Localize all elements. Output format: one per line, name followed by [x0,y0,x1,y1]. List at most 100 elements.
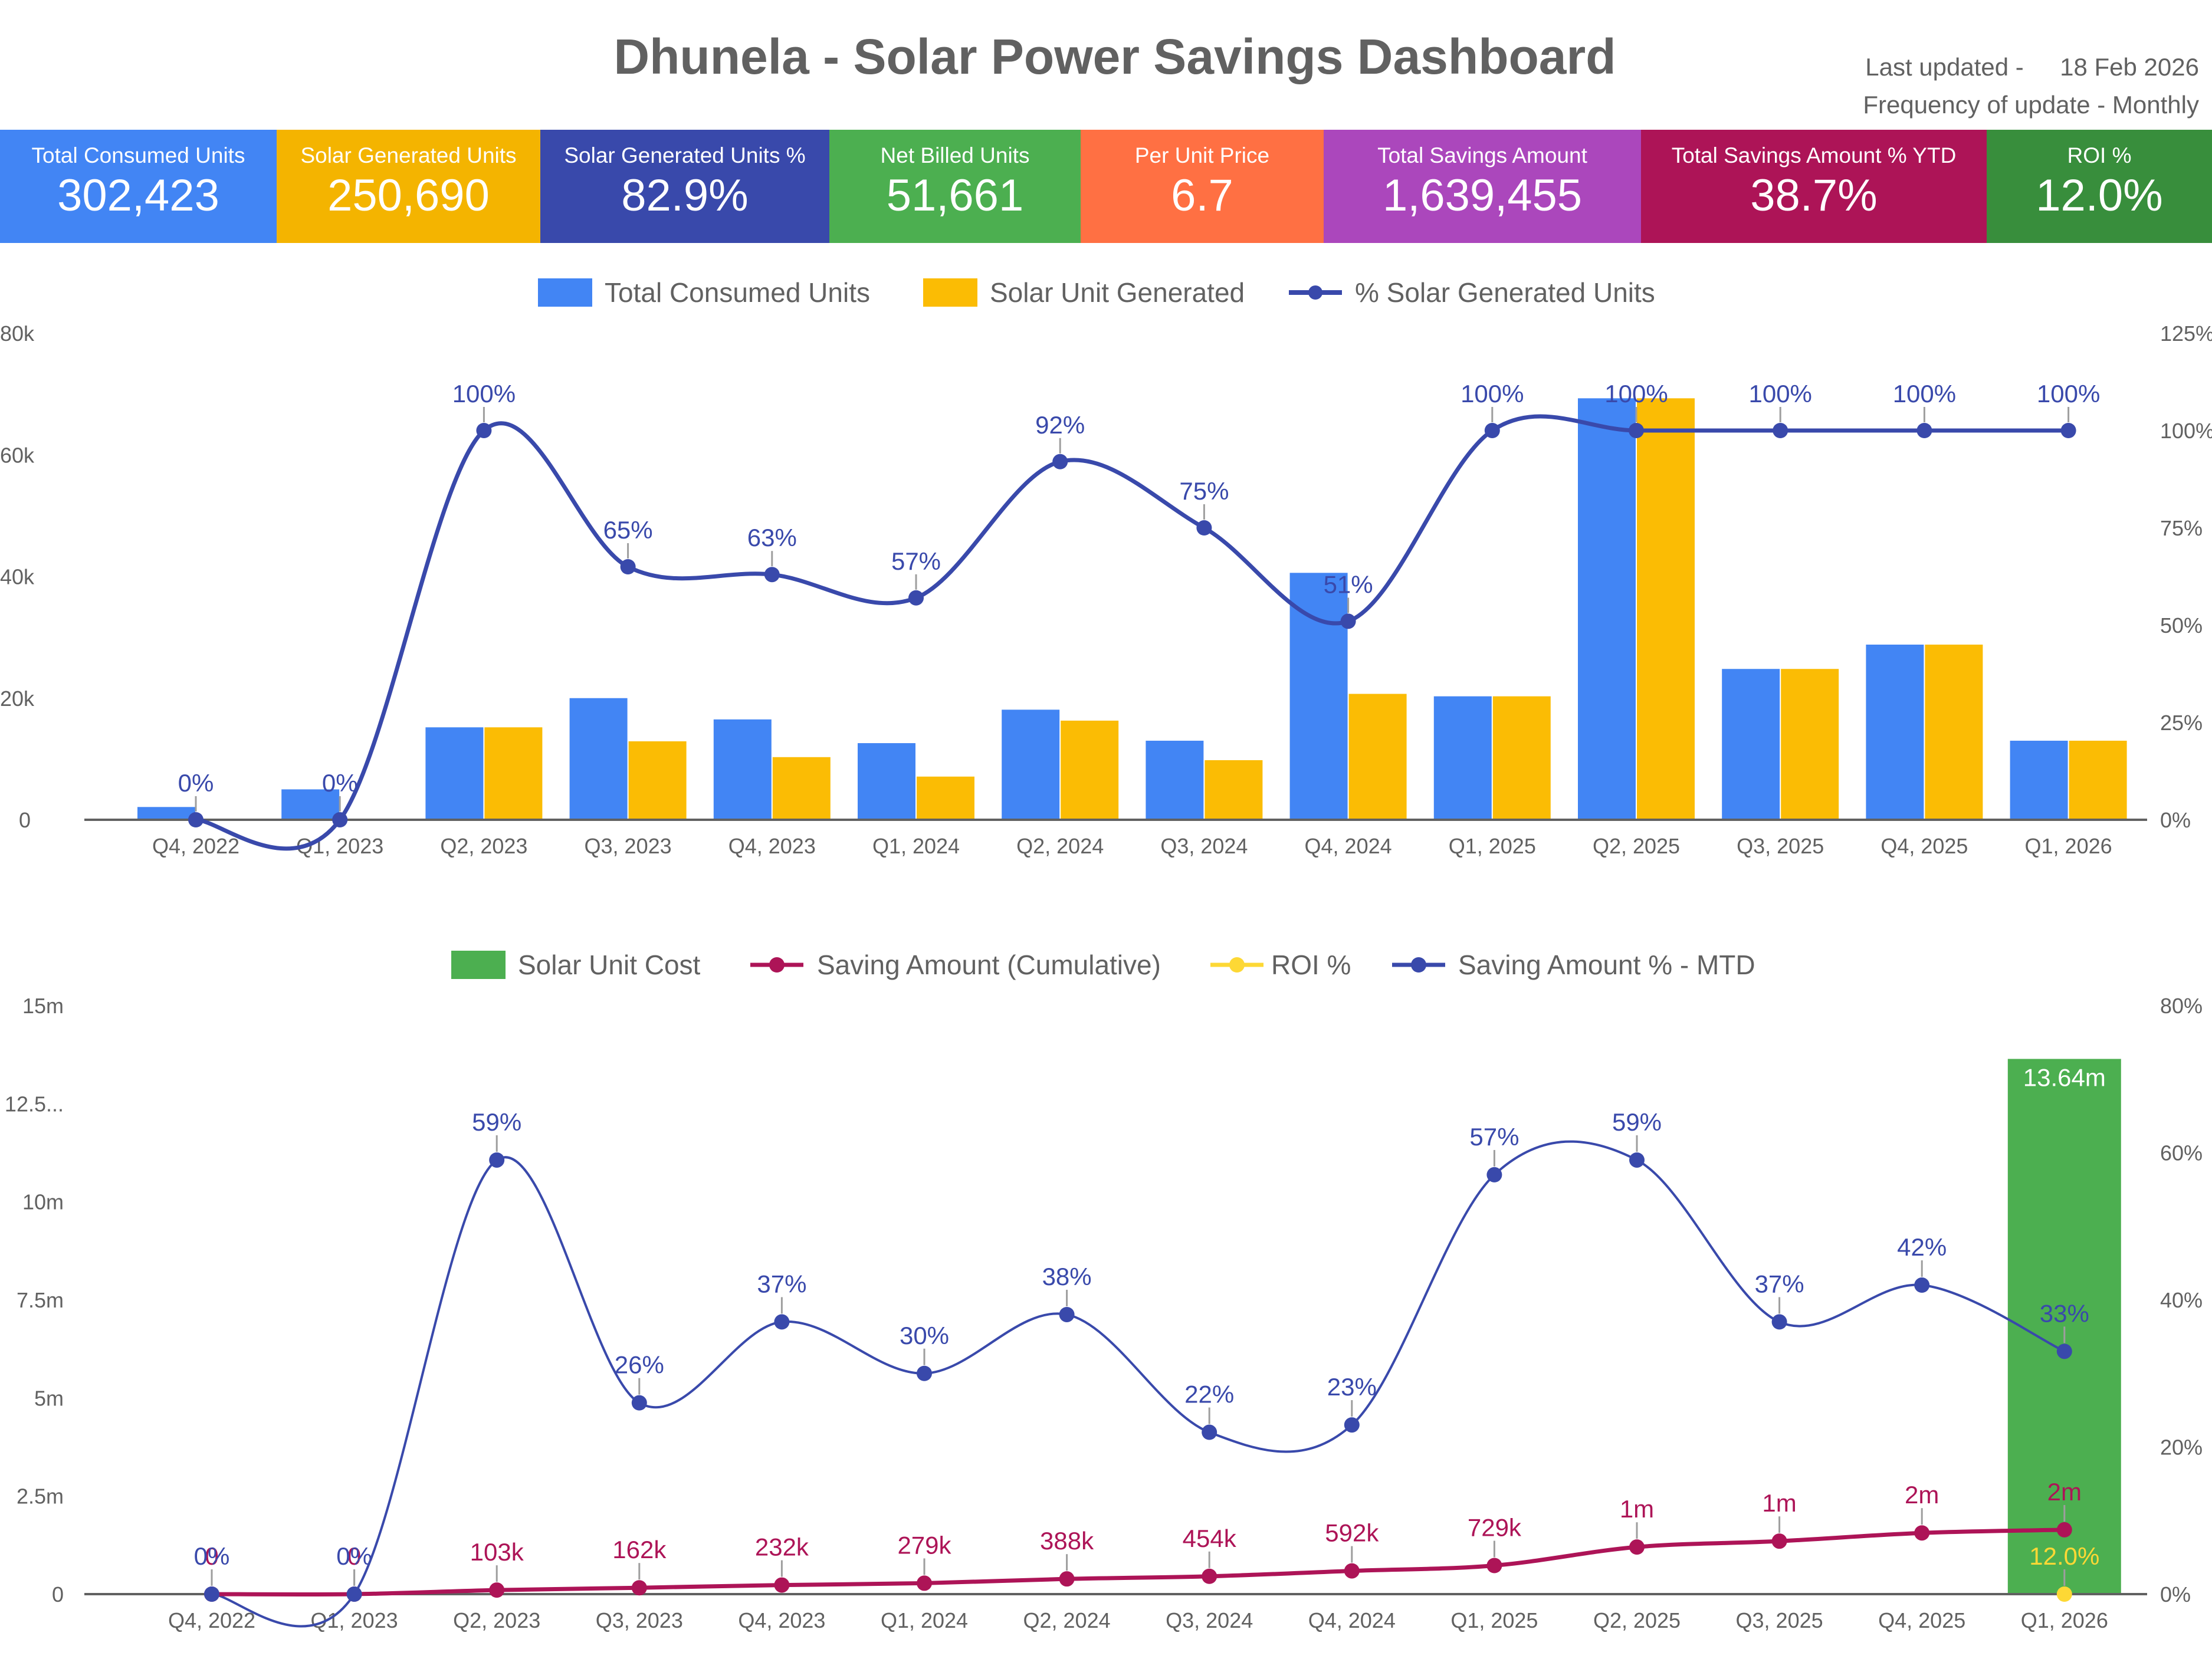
data-label-percent-solar: 100% [1461,380,1524,408]
right-axis-tick: 25% [2160,711,2203,735]
kpi-solar-generated-percent[interactable]: Solar Generated Units % 82.9% [540,130,829,243]
x-axis-tick: Q2, 2023 [440,834,527,858]
data-label-percent-solar: 0% [178,769,214,797]
right-axis-tick: 0% [2160,1582,2191,1607]
point-percent-solar [1196,520,1212,536]
kpi-label: ROI % [2067,143,2132,167]
point-saving-cumulative [346,1586,362,1602]
legend-label-total-consumed: Total Consumed Units [605,277,870,308]
last-updated-label: Last updated - [1865,53,2024,81]
right-axis-tick: 50% [2160,613,2203,638]
bar-solar-generated [484,727,543,820]
point-saving-mtd [489,1152,505,1168]
data-label-saving-mtd: 37% [1755,1270,1804,1297]
kpi-roi-percent[interactable]: ROI % 12.0% [1987,130,2212,243]
x-axis-tick: Q4, 2022 [152,834,239,858]
point-saving-cumulative [1914,1525,1930,1541]
kpi-label: Total Consumed Units [31,143,245,167]
data-label-percent-solar: 65% [603,516,653,544]
data-label-saving-cumulative: 592k [1325,1519,1379,1547]
right-axis-tick: 100% [2160,419,2212,443]
data-label-solar-unit-cost: 13.64m [2023,1063,2106,1091]
kpi-value: 1,639,455 [1382,170,1583,221]
data-label-percent-solar: 63% [747,524,797,551]
point-saving-mtd [1914,1277,1930,1293]
x-axis-tick: Q4, 2023 [728,834,816,858]
x-axis-tick: Q4, 2025 [1878,1608,1965,1632]
point-percent-solar [332,812,348,827]
legend-label-roi: ROI % [1271,950,1351,980]
data-label-saving-mtd: 38% [1042,1263,1092,1290]
left-axis-tick: 2.5m [17,1484,64,1509]
x-axis-tick: Q4, 2024 [1308,1608,1396,1632]
point-saving-cumulative [2056,1522,2072,1538]
x-axis-tick: Q2, 2025 [1593,1608,1681,1632]
point-saving-mtd [1771,1314,1787,1330]
data-label-saving-mtd: 23% [1327,1373,1377,1401]
point-saving-mtd [1486,1167,1502,1182]
x-axis-tick: Q2, 2023 [453,1608,540,1632]
bar-solar-generated [1061,720,1119,820]
data-label-saving-mtd: 59% [1612,1108,1662,1136]
x-axis-tick: Q2, 2024 [1016,834,1104,858]
data-label-saving-mtd: 26% [615,1351,664,1379]
x-axis-tick: Q1, 2026 [2021,1608,2108,1632]
bar-total-consumed [281,789,340,820]
kpi-solar-generated-units[interactable]: Solar Generated Units 250,690 [277,130,540,243]
right-axis-tick: 75% [2160,516,2203,540]
x-axis-tick: Q1, 2024 [881,1608,968,1632]
kpi-total-savings-percent-ytd[interactable]: Total Savings Amount % YTD 38.7% [1641,130,1987,243]
left-axis-tick: 40k [0,565,35,589]
right-axis-tick: 60% [2160,1141,2203,1165]
data-label-saving-cumulative: 279k [897,1531,951,1559]
x-axis-tick: Q1, 2025 [1449,834,1536,858]
frequency-row: Frequency of update - Monthly [1863,91,2199,119]
data-label-percent-solar: 100% [452,380,516,408]
data-label-saving-cumulative: 2m [1905,1481,1939,1509]
data-label-saving-cumulative: 162k [612,1536,667,1563]
legend-marker-saving-mtd [1411,957,1426,973]
line-saving-cumulative [211,1527,2065,1597]
bar-solar-generated [1781,669,1839,820]
point-saving-cumulative [1486,1558,1502,1573]
data-label-saving-mtd: 0% [194,1542,230,1570]
x-axis-tick: Q4, 2024 [1305,834,1392,858]
bar-solar-generated [628,741,687,820]
kpi-value: 302,423 [57,170,219,221]
point-percent-solar [620,559,636,574]
kpi-per-unit-price[interactable]: Per Unit Price 6.7 [1081,130,1324,243]
legend-swatch-solar-generated [923,278,977,307]
point-saving-mtd [1629,1152,1645,1168]
bar-solar-generated [1492,696,1551,820]
bar-total-consumed [1146,740,1204,820]
x-axis-tick: Q4, 2023 [738,1608,825,1632]
left-axis-tick: 60k [0,443,35,467]
point-saving-cumulative [774,1577,790,1593]
data-label-saving-mtd: 0% [336,1542,372,1570]
x-axis-tick: Q3, 2024 [1166,1608,1253,1632]
bar-total-consumed [137,807,195,820]
kpi-net-billed-units[interactable]: Net Billed Units 51,661 [829,130,1081,243]
left-axis-tick: 5m [34,1386,64,1410]
bar-total-consumed [1578,398,1636,820]
left-axis-tick: 20k [0,686,35,711]
bar-solar-generated [1205,760,1263,820]
kpi-value: 82.9% [621,170,749,221]
bar-solar-generated [917,776,974,820]
kpi-total-consumed-units[interactable]: Total Consumed Units 302,423 [0,130,277,243]
point-saving-cumulative [1059,1571,1075,1587]
legend-swatch-total-consumed [538,278,592,307]
data-label-saving-cumulative: 103k [470,1538,524,1566]
x-axis-tick: Q4, 2022 [168,1608,255,1632]
legend-marker-percent-solar [1308,285,1322,300]
data-label-saving-mtd: 42% [1897,1233,1947,1261]
point-percent-solar [908,590,924,606]
bar-solar-generated [2069,740,2127,820]
data-label-saving-mtd: 57% [1469,1123,1519,1151]
left-axis-tick: 12.5... [5,1092,64,1116]
kpi-total-savings-amount[interactable]: Total Savings Amount 1,639,455 [1324,130,1641,243]
x-axis-tick: Q3, 2025 [1736,1608,1823,1632]
point-saving-mtd [917,1365,932,1381]
point-percent-solar [1916,423,1932,438]
data-label-saving-cumulative: 0 [347,1542,361,1570]
